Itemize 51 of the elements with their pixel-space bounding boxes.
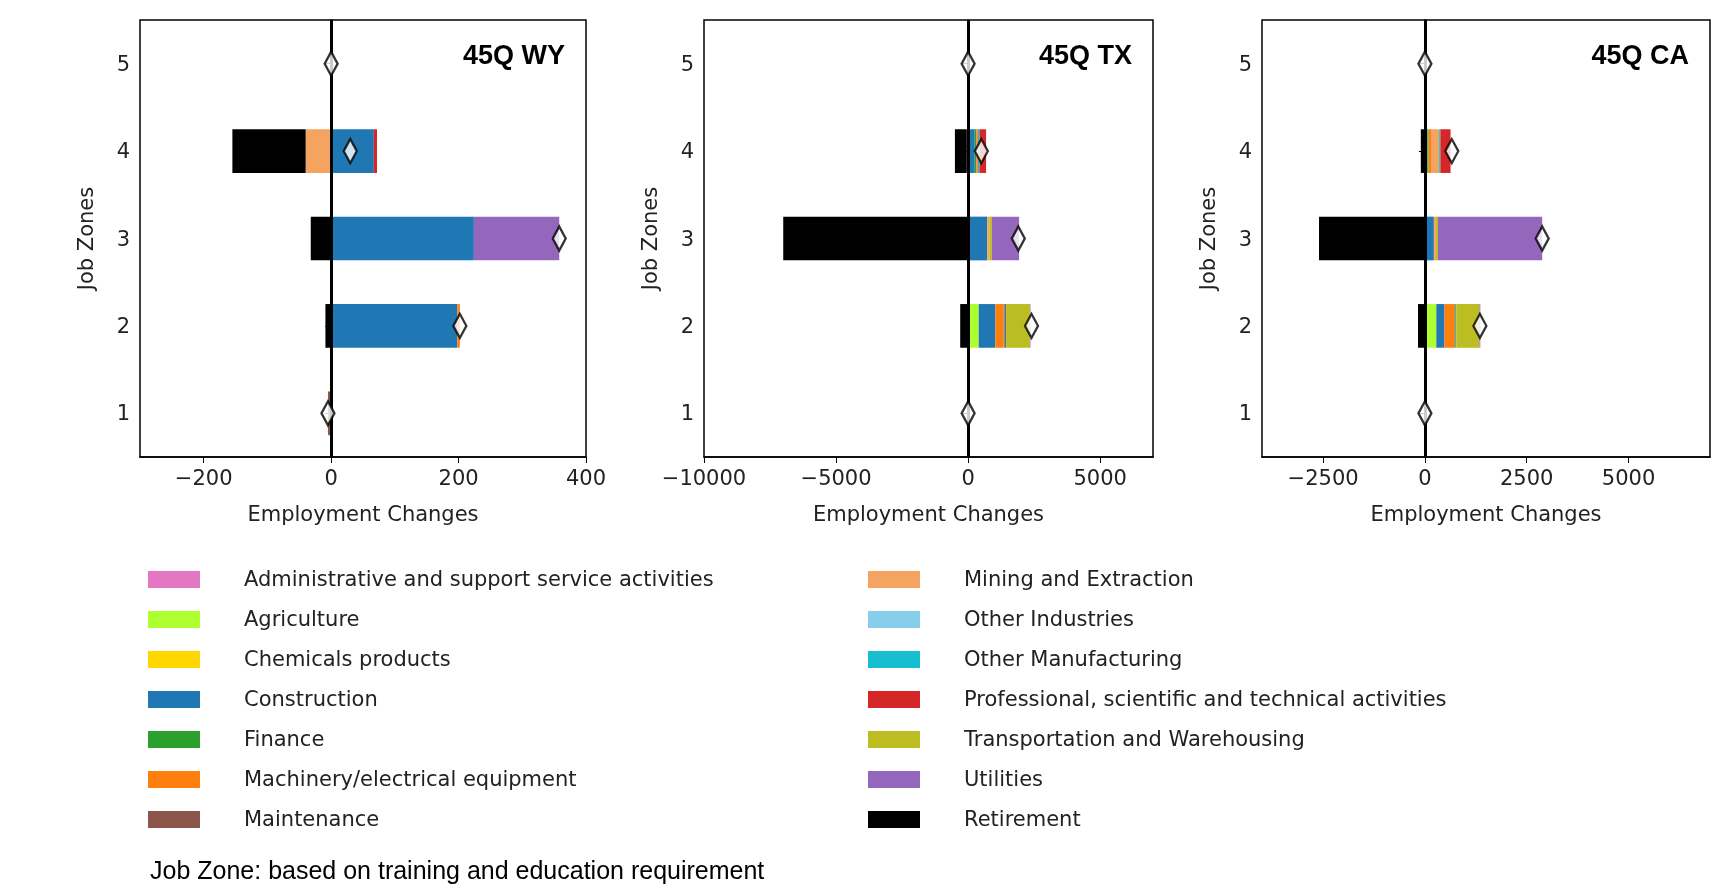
x-tick-label: 400 <box>565 465 607 490</box>
x-tick-label: 0 <box>324 465 338 490</box>
legend-label: Finance <box>244 727 325 751</box>
x-tick-label: −2500 <box>1287 465 1359 490</box>
legend-label: Transportation and Warehousing <box>964 727 1305 751</box>
legend-label: Mining and Extraction <box>964 567 1194 591</box>
legend-label: Other Industries <box>964 607 1134 631</box>
y-axis-title: Job Zones <box>73 186 98 293</box>
x-tick-label: −5000 <box>800 465 872 490</box>
text: Job Zone: based on training and education requirement <box>150 856 765 885</box>
y-tick-label: 5 <box>1238 51 1252 76</box>
x-tick-label: 0 <box>1418 465 1432 490</box>
x-tick-label: 0 <box>961 465 975 490</box>
y-axis-title: Job Zones <box>637 186 662 293</box>
y-tick-label: 5 <box>116 51 130 76</box>
legend-label: Retirement <box>964 807 1081 831</box>
legend-label: Utilities <box>964 767 1044 791</box>
y-tick-label: 2 <box>680 313 694 338</box>
x-tick-label: −200 <box>174 465 233 490</box>
y-tick-label: 3 <box>680 226 694 251</box>
x-tick-label: 2500 <box>1500 465 1554 490</box>
x-axis-title: Employment Changes <box>247 501 479 526</box>
x-tick-label: −10000 <box>661 465 747 490</box>
x-tick-label: 5000 <box>1073 465 1127 490</box>
y-axis-title: Job Zones <box>1195 186 1220 293</box>
text: 45Q CA <box>1591 39 1690 70</box>
legend-label: Maintenance <box>244 807 380 831</box>
x-tick-label: 5000 <box>1601 465 1656 490</box>
legend-label: Agriculture <box>244 607 360 631</box>
y-tick-label: 2 <box>116 313 130 338</box>
y-tick-label: 1 <box>116 401 130 426</box>
y-tick-label: 4 <box>680 139 694 164</box>
y-tick-label: 4 <box>1238 139 1252 164</box>
y-tick-label: 5 <box>680 51 694 76</box>
y-tick-label: 4 <box>116 139 130 164</box>
x-axis-title: Employment Changes <box>812 501 1045 526</box>
legend-label: Other Manufacturing <box>964 647 1183 671</box>
legend-label: Professional, scientific and technical activities <box>964 687 1447 711</box>
text: 45Q TX <box>1038 39 1133 70</box>
legend-label: Chemicals products <box>244 647 451 671</box>
legend-label: Machinery/electrical equipment <box>244 767 577 791</box>
legend-label: Construction <box>244 687 378 711</box>
y-tick-label: 1 <box>680 401 694 426</box>
y-tick-label: 3 <box>116 226 130 251</box>
y-tick-label: 1 <box>1238 401 1252 426</box>
text: 45Q WY <box>462 39 565 70</box>
x-axis-title: Employment Changes <box>1370 501 1602 526</box>
y-tick-label: 2 <box>1238 313 1252 338</box>
x-tick-label: 200 <box>438 465 479 490</box>
y-tick-label: 3 <box>1238 226 1252 251</box>
legend-label: Administrative and support service activities <box>244 567 714 591</box>
